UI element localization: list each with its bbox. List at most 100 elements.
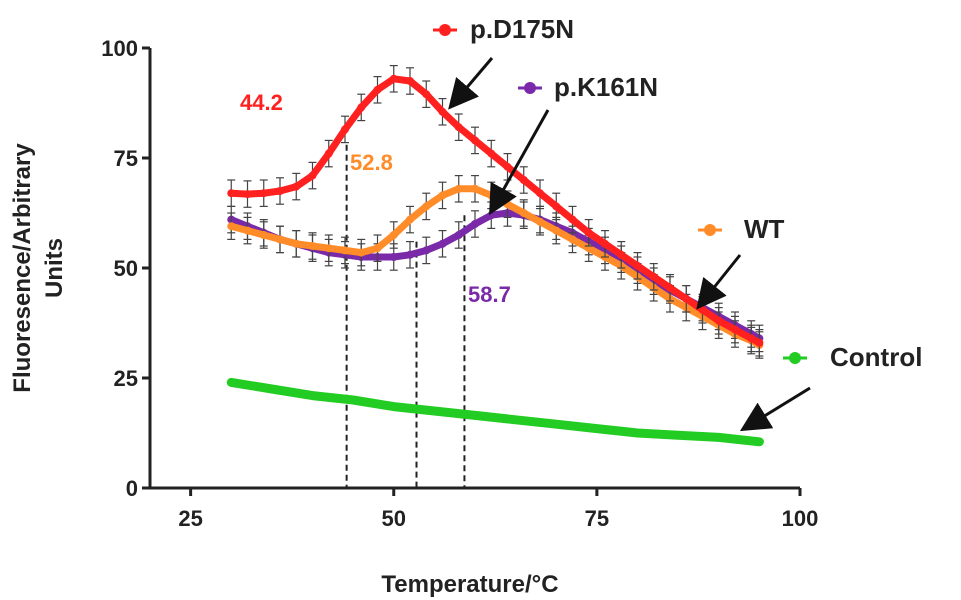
legend-item-wt: WT [696, 214, 785, 310]
data-point [267, 385, 276, 393]
data-point [568, 215, 577, 224]
data-point [601, 239, 609, 248]
y-tick-label: 75 [114, 146, 138, 171]
data-point [755, 437, 764, 446]
data-point [536, 217, 544, 226]
legend-label: WT [744, 214, 785, 244]
x-tick-label: 75 [585, 506, 609, 531]
series-p-k161n [227, 199, 764, 353]
data-point [422, 246, 431, 255]
data-point [357, 103, 366, 112]
data-point [568, 235, 577, 244]
data-point [276, 235, 284, 244]
data-point [674, 431, 683, 440]
data-point [552, 420, 561, 429]
data-point [438, 191, 447, 200]
x-axis-title: Temperature/°C [381, 571, 558, 598]
y-tick-label: 25 [114, 366, 138, 391]
data-point [389, 74, 398, 83]
data-point [519, 176, 528, 184]
data-point [487, 149, 496, 158]
y-tick-label: 0 [126, 476, 138, 501]
data-point [406, 215, 414, 224]
data-point [422, 202, 431, 211]
data-point [633, 429, 642, 437]
tm-annotation: 44.2 [240, 90, 283, 115]
data-point [731, 325, 739, 334]
data-point [276, 187, 284, 195]
data-point [259, 231, 268, 239]
series-line [227, 75, 763, 347]
legend-marker [704, 224, 716, 236]
data-point [666, 283, 674, 292]
data-point [389, 253, 398, 261]
data-point [341, 246, 349, 255]
x-tick-label: 100 [782, 506, 819, 531]
legend-arrow [739, 386, 811, 432]
data-point [552, 226, 561, 235]
series-p-d175n [227, 64, 764, 357]
legend-label: Control [830, 342, 922, 372]
data-point [373, 244, 382, 253]
data-point [592, 424, 601, 433]
data-point [471, 184, 479, 193]
data-point [259, 189, 268, 198]
series-control [226, 377, 764, 447]
tm-annotation: 58.7 [468, 282, 511, 307]
data-point [633, 261, 642, 270]
data-point [227, 222, 236, 231]
data-point [714, 433, 723, 442]
y-tick-label: 100 [101, 36, 138, 61]
data-point [503, 162, 512, 171]
tm-annotations: 44.2 52.8 58.7 [240, 90, 511, 307]
data-point [747, 334, 756, 343]
legend-item-p-d175n: p.D175N [433, 14, 574, 110]
legend-label: p.D175N [470, 14, 574, 44]
data-point [471, 411, 479, 420]
data-point [487, 191, 496, 200]
data-point [324, 244, 333, 253]
data-point [584, 228, 593, 237]
legend-marker [789, 352, 801, 364]
tm-guide-lines [345, 144, 466, 488]
data-point [552, 202, 561, 211]
legend-marker [439, 24, 451, 36]
legend-arrow [489, 109, 550, 216]
x-tick-label: 50 [382, 506, 406, 531]
data-point [389, 402, 398, 411]
data-point [511, 415, 520, 424]
x-tick-label: 25 [178, 506, 202, 531]
data-point [649, 272, 658, 281]
data-point [422, 90, 431, 99]
data-point [292, 182, 301, 191]
legend-arrow [696, 254, 742, 310]
data-point [438, 239, 447, 248]
data-point [227, 378, 236, 387]
data-point [373, 85, 382, 94]
y-axis-title: Fluoresence/Arbitrary Units [9, 143, 68, 393]
data-point [454, 123, 463, 132]
data-point [617, 250, 626, 259]
data-point [308, 391, 317, 400]
data-point [243, 190, 252, 199]
tm-annotation: 52.8 [350, 150, 393, 175]
axes: 0 25 50 75 100 25 50 75 100 [101, 36, 818, 531]
legend-marker [524, 82, 536, 94]
data-point [503, 200, 512, 209]
data-point [714, 316, 723, 325]
data-point [430, 407, 439, 415]
data-point [243, 226, 252, 235]
data-point [682, 294, 691, 303]
data-point [406, 77, 414, 85]
series-line [226, 377, 764, 447]
data-point [357, 248, 366, 257]
y-axis-title-line: Units [41, 238, 68, 298]
data-point [227, 189, 236, 198]
y-tick-label: 50 [114, 256, 138, 281]
data-point [536, 189, 544, 198]
data-point [349, 396, 358, 404]
data-point [406, 250, 414, 259]
data-point [308, 242, 317, 250]
data-point [341, 125, 349, 134]
